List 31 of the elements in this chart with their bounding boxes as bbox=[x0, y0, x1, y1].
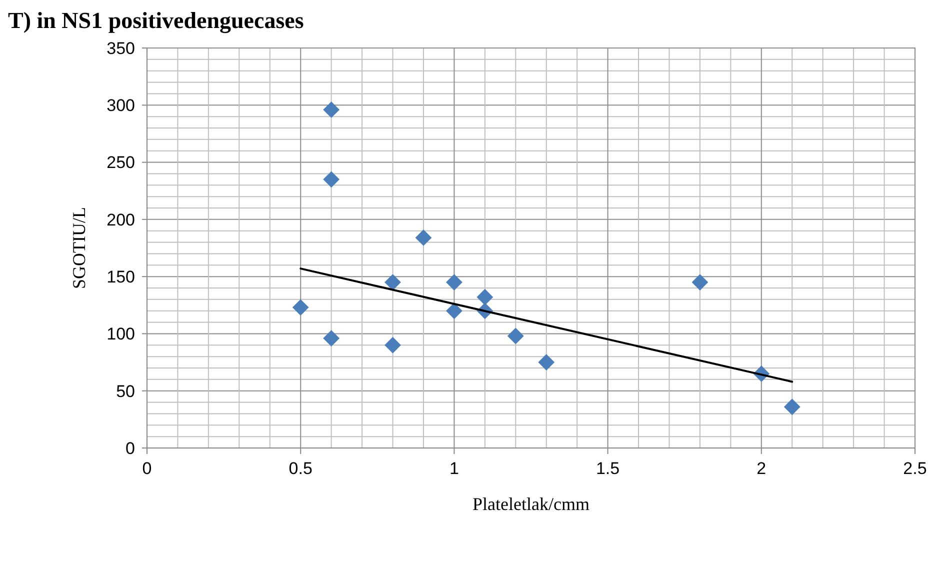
y-tick-label: 150 bbox=[106, 268, 135, 287]
point bbox=[292, 299, 309, 316]
x-tick-label: 2.5 bbox=[903, 459, 927, 478]
point bbox=[415, 230, 432, 246]
y-tick-label: 100 bbox=[106, 324, 135, 344]
chart-title: T) in NS1 positivedenguecases bbox=[8, 8, 304, 34]
point bbox=[784, 398, 800, 416]
point bbox=[476, 288, 494, 306]
y-axis-title: SGOTIU/L bbox=[69, 207, 89, 289]
point bbox=[323, 102, 340, 118]
y-tick-label: 300 bbox=[106, 96, 135, 116]
y-tick-label: 350 bbox=[106, 38, 135, 58]
y-tick-label: 0 bbox=[126, 438, 135, 458]
x-axis-title: Plateletlak/cmm bbox=[472, 494, 590, 514]
point bbox=[384, 336, 401, 354]
x-tick-label: 1.5 bbox=[596, 459, 620, 478]
y-tick-label: 200 bbox=[106, 210, 135, 230]
y-tick-label: 50 bbox=[116, 382, 135, 401]
point bbox=[446, 302, 462, 320]
point bbox=[323, 171, 340, 188]
point bbox=[507, 328, 524, 344]
x-tick-label: 0 bbox=[142, 459, 152, 478]
x-tick-label: 1 bbox=[449, 459, 459, 478]
point bbox=[538, 354, 555, 370]
point bbox=[323, 330, 340, 346]
y-tick-label: 250 bbox=[106, 153, 135, 172]
point bbox=[692, 274, 708, 290]
point bbox=[446, 274, 462, 290]
point bbox=[384, 274, 401, 290]
x-tick-label: 2 bbox=[756, 459, 766, 478]
x-tick-label: 0.5 bbox=[288, 459, 312, 478]
